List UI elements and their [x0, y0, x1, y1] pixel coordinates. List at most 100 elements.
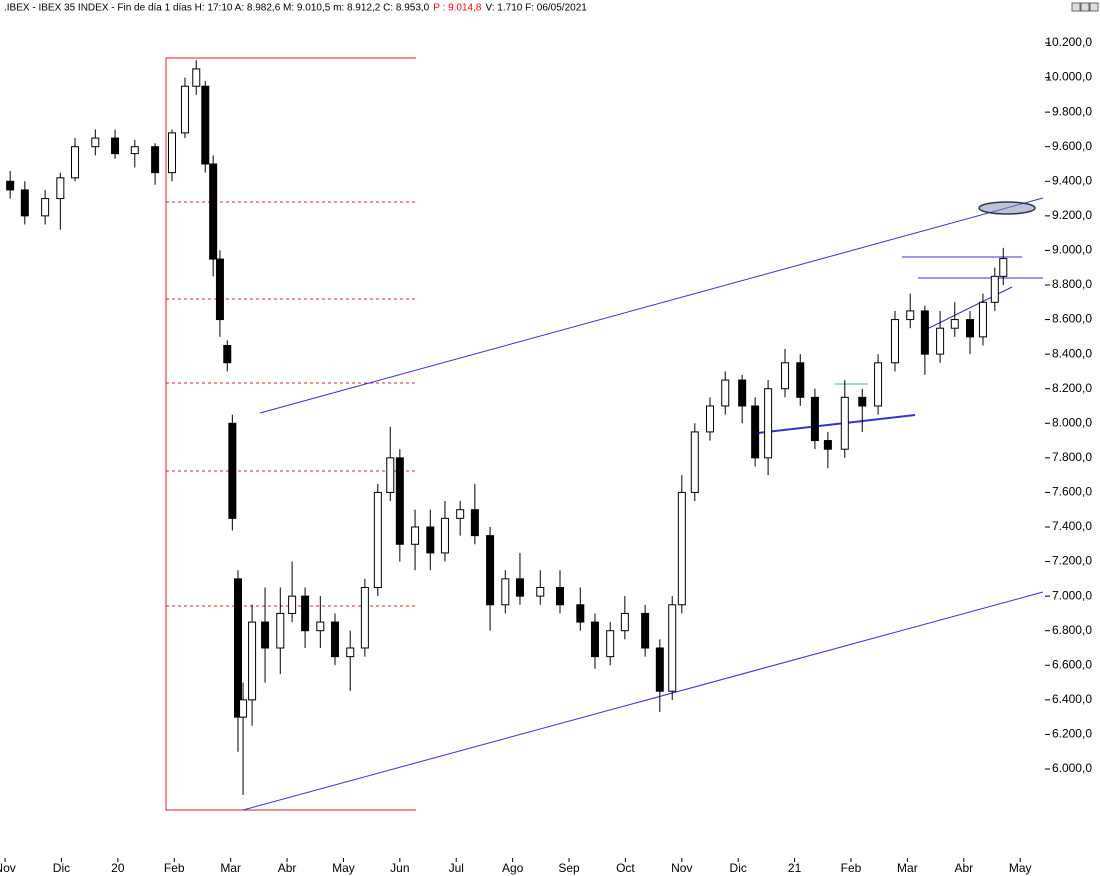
candle-body	[936, 327, 945, 355]
y-tick-label: 7.800,0	[1052, 450, 1092, 464]
candle-body	[261, 621, 270, 649]
y-tick-label: 9.600,0	[1052, 139, 1092, 153]
y-tick-label: 9.200,0	[1052, 208, 1092, 222]
candle-body	[111, 137, 120, 155]
candle-body	[874, 362, 883, 407]
x-tick-label: 21	[788, 861, 802, 875]
maximize-button[interactable]	[1080, 2, 1090, 12]
x-tick-label: Nov	[0, 861, 16, 875]
trend-line	[757, 414, 916, 434]
candle-body	[248, 621, 257, 701]
y-tick-label: 7.200,0	[1052, 554, 1092, 568]
candle-body	[536, 586, 545, 597]
candle-body	[20, 189, 29, 217]
candle-body	[168, 132, 177, 174]
trend-lines	[242, 197, 1044, 811]
candle-body	[810, 396, 819, 442]
candle-body	[515, 578, 524, 597]
candle-body	[373, 491, 382, 588]
x-tick-label: Ago	[502, 861, 524, 875]
highlight-ellipse	[978, 201, 1036, 215]
y-tick-label: 8.400,0	[1052, 346, 1092, 360]
x-tick-label: Mar	[220, 861, 241, 875]
candle-body	[192, 68, 201, 87]
candle-body	[556, 586, 565, 606]
trend-line	[242, 591, 1044, 811]
candle-body	[288, 595, 297, 614]
candle-body	[965, 319, 974, 338]
x-tick-label: Jun	[390, 861, 409, 875]
candle-body	[668, 604, 677, 692]
candle-body	[426, 526, 435, 554]
candle-body	[858, 396, 867, 407]
candle-body	[920, 310, 929, 355]
x-tick-label: Feb	[164, 861, 185, 875]
x-tick-label: Sep	[558, 861, 580, 875]
candle-body	[330, 621, 339, 658]
candle-body	[456, 509, 465, 519]
candle-body	[738, 379, 747, 407]
close-button[interactable]	[1089, 2, 1099, 12]
x-tick-label: Feb	[841, 861, 862, 875]
candle-body	[677, 491, 686, 606]
candle-body	[209, 163, 218, 260]
candle-body	[180, 85, 189, 134]
candle-body	[71, 146, 80, 179]
candle-body	[6, 180, 15, 191]
candle-body	[655, 647, 664, 692]
candle-body	[590, 621, 599, 658]
y-tick-label: 6.200,0	[1052, 727, 1092, 741]
minimize-button[interactable]	[1071, 2, 1081, 12]
candle-body	[56, 177, 65, 200]
candle-body	[781, 362, 790, 390]
y-tick-label: 8.000,0	[1052, 415, 1092, 429]
y-tick-label: 8.200,0	[1052, 381, 1092, 395]
y-tick-label: 7.400,0	[1052, 519, 1092, 533]
candle-body	[501, 578, 510, 606]
y-tick-label: 7.600,0	[1052, 485, 1092, 499]
candle-body	[620, 612, 629, 632]
candle-body	[978, 301, 987, 338]
candles	[6, 60, 1008, 795]
candle-body	[233, 578, 242, 718]
y-tick-label: 9.400,0	[1052, 173, 1092, 187]
candle-body	[721, 379, 730, 407]
x-tick-label: May	[332, 861, 355, 875]
fib-frame	[165, 57, 416, 811]
x-tick-label: Jul	[449, 861, 464, 875]
candle-body	[764, 388, 773, 459]
x-tick-label: Oct	[616, 861, 635, 875]
y-tick-label: 7.000,0	[1052, 588, 1092, 602]
candle-body	[440, 517, 449, 554]
x-tick-label: Mar	[897, 861, 918, 875]
candle-body	[470, 509, 479, 537]
candle-body	[91, 137, 100, 148]
candle-body	[796, 362, 805, 398]
candle-body	[201, 85, 210, 165]
candle-body	[395, 457, 404, 545]
trend-line	[259, 197, 1044, 414]
x-tick-label: Dic	[53, 861, 70, 875]
y-tick-label: 8.600,0	[1052, 312, 1092, 326]
candle-body	[239, 699, 248, 718]
chart-title: .IBEX - IBEX 35 INDEX - Fin de día 1 día…	[4, 3, 430, 14]
y-tick-label: 8.800,0	[1052, 277, 1092, 291]
y-tick-label: 6.000,0	[1052, 761, 1092, 775]
x-tick-label: Nov	[671, 861, 692, 875]
candle-body	[890, 319, 899, 364]
price-annotation: P : 9.014,8	[433, 3, 482, 14]
candle-body	[41, 198, 50, 217]
window-controls[interactable]	[1071, 2, 1099, 12]
candle-body	[690, 431, 699, 493]
candle-body	[223, 344, 232, 364]
x-tick-label: 20	[111, 861, 125, 875]
candle-body	[950, 319, 959, 329]
candle-body	[486, 535, 495, 606]
y-tick-label: 9.800,0	[1052, 104, 1092, 118]
candle-body	[215, 258, 224, 321]
candle-body	[316, 621, 325, 632]
candle-body	[360, 586, 369, 649]
y-tick-label: 6.600,0	[1052, 657, 1092, 671]
x-tick-label: Dic	[730, 861, 747, 875]
